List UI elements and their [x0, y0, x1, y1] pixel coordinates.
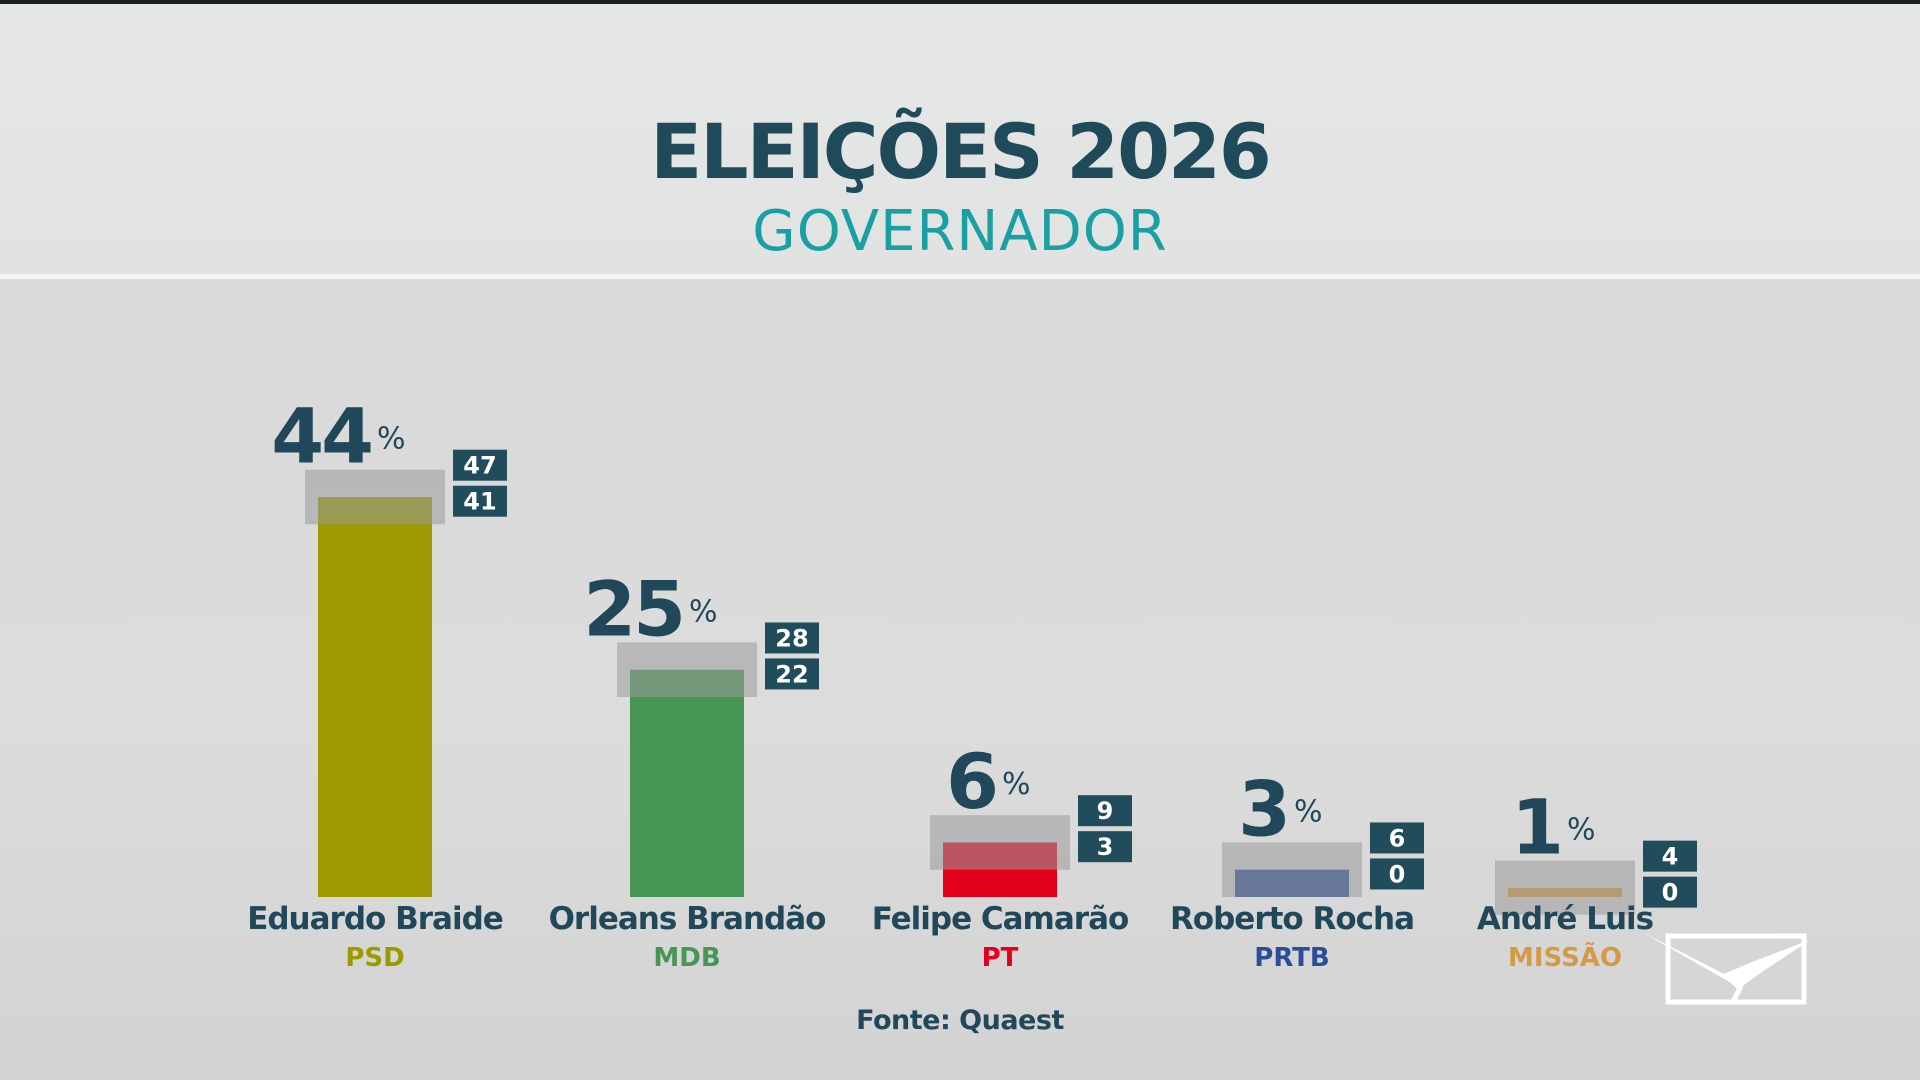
candidate-name: Orleans Brandão — [549, 901, 826, 937]
lower-bound-badge — [1643, 876, 1697, 908]
upper-bound-badge — [765, 622, 819, 654]
page-title: ELEIÇÕES 2026 — [650, 107, 1272, 196]
data-label: 6 — [946, 737, 996, 826]
candidate-name: Eduardo Braide — [247, 901, 503, 937]
lower-bound-label: 41 — [463, 488, 496, 516]
error-band — [1222, 842, 1362, 897]
page-subtitle: GOVERNADOR — [752, 199, 1168, 264]
error-band — [1495, 860, 1635, 915]
upper-bound-badge — [1643, 840, 1697, 872]
header-panel: ELEIÇÕES 2026 GOVERNADOR — [0, 4, 1920, 279]
lower-bound-badge — [1078, 831, 1132, 863]
broadcaster-logo-icon — [1642, 932, 1810, 1006]
candidate-name: André Luis — [1477, 901, 1653, 937]
bar — [630, 669, 744, 897]
candidate-name: Felipe Camarão — [872, 901, 1129, 937]
unit-label: % — [689, 594, 718, 629]
upper-bound-label: 6 — [1389, 824, 1406, 852]
top-strip — [0, 0, 1920, 4]
data-label: 25 — [583, 564, 683, 653]
lower-bound-label: 0 — [1662, 879, 1679, 907]
lower-bound-label: 0 — [1389, 860, 1406, 888]
candidate-name: Roberto Rocha — [1170, 901, 1414, 937]
unit-label: % — [1002, 767, 1031, 802]
party-label: MISSÃO — [1508, 941, 1622, 973]
lower-bound-badge — [765, 658, 819, 690]
unit-label: % — [1567, 813, 1596, 848]
upper-bound-label: 9 — [1097, 797, 1114, 825]
party-label: PSD — [345, 943, 404, 973]
party-label: PT — [982, 943, 1019, 973]
error-band — [617, 642, 757, 697]
upper-bound-badge — [1370, 822, 1424, 854]
data-label: 3 — [1238, 764, 1288, 853]
lower-bound-label: 3 — [1097, 833, 1114, 861]
lower-bound-label: 22 — [775, 660, 808, 688]
data-label: 1 — [1511, 783, 1561, 872]
lower-bound-badge — [453, 485, 507, 517]
error-band — [930, 815, 1070, 870]
upper-bound-label: 47 — [463, 452, 496, 480]
bar — [318, 497, 432, 897]
lower-bound-badge — [1370, 858, 1424, 890]
party-label: PRTB — [1254, 943, 1329, 973]
party-label: MDB — [653, 943, 720, 973]
upper-bound-label: 4 — [1662, 843, 1679, 871]
upper-bound-badge — [453, 449, 507, 481]
data-label: 44 — [271, 392, 371, 481]
source-label: Fonte: Quaest — [856, 1005, 1064, 1036]
upper-bound-badge — [1078, 795, 1132, 827]
unit-label: % — [377, 422, 406, 457]
chart-area: 44% 47 41 Eduardo Braide PSD 25% 28 22 Orleans B… — [0, 279, 1920, 1080]
unit-label: % — [1294, 794, 1323, 829]
error-band — [305, 469, 445, 525]
upper-bound-label: 28 — [775, 624, 808, 652]
